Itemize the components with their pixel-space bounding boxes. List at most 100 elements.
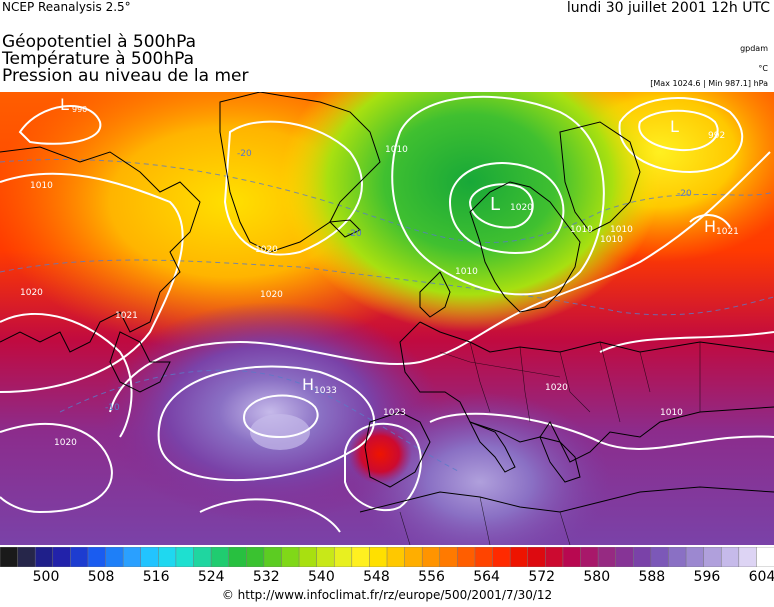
source-label: NCEP Reanalysis 2.5° xyxy=(2,0,131,14)
high-west-value: 1033 xyxy=(314,386,337,396)
scale-swatch xyxy=(0,547,19,567)
isotherms xyxy=(0,158,774,473)
scale-swatch xyxy=(122,547,142,567)
scale-swatch xyxy=(738,547,758,567)
scale-swatch xyxy=(34,547,54,567)
scale-swatch xyxy=(87,547,107,567)
scale-swatch xyxy=(650,547,670,567)
scale-swatch xyxy=(193,547,212,567)
scale-swatch xyxy=(140,547,160,567)
unit-gpdam: gpdam xyxy=(740,44,768,53)
unit-pressure-range: [Max 1024.6 | Min 987.1] hPa xyxy=(650,79,768,88)
scale-swatch xyxy=(474,547,494,567)
scale-swatch xyxy=(52,547,72,567)
scale-swatch xyxy=(668,547,687,567)
title-pressure: Pression au niveau de la mer xyxy=(2,66,249,86)
scale-tick-label: 588 xyxy=(638,569,666,585)
scale-swatch xyxy=(703,547,722,567)
scale-swatch xyxy=(105,547,124,567)
scale-swatch xyxy=(545,547,564,567)
svg-text:1020: 1020 xyxy=(260,290,283,300)
svg-text:1010: 1010 xyxy=(570,225,593,235)
scale-tick-label: 540 xyxy=(308,569,335,585)
svg-text:-20: -20 xyxy=(237,149,252,159)
scale-swatch xyxy=(439,547,459,567)
svg-text:-20: -20 xyxy=(347,229,362,239)
scale-swatch xyxy=(158,547,177,567)
scale-tick-label: 532 xyxy=(252,569,280,585)
scale-swatch xyxy=(421,547,441,567)
low-west-letter: L xyxy=(60,95,69,114)
pressure-systems: L 990 L 992 L H 1021 H 1033 xyxy=(60,95,739,396)
date-label: lundi 30 juillet 2001 12h UTC xyxy=(566,0,770,16)
svg-text:1020: 1020 xyxy=(255,245,278,255)
scale-swatch xyxy=(228,547,248,567)
scale-swatch xyxy=(615,547,635,567)
scale-tick-label: 564 xyxy=(473,569,500,585)
title-geopotential: Géopotentiel à 500hPa xyxy=(2,32,197,52)
scale-swatch xyxy=(263,547,283,567)
svg-text:1020: 1020 xyxy=(20,288,43,298)
scale-tick-label: 556 xyxy=(418,569,445,585)
scale-swatch xyxy=(386,547,406,567)
scale-swatch xyxy=(298,547,318,567)
scale-tick-label: 548 xyxy=(363,569,390,585)
scale-tick-label: 508 xyxy=(87,569,115,585)
scale-swatch xyxy=(720,547,740,567)
scale-tick-label: 604 xyxy=(748,569,774,585)
high-east-letter: H xyxy=(704,217,716,236)
scale-swatch xyxy=(210,547,230,567)
low-north-letter: L xyxy=(490,194,500,215)
unit-celsius: °C xyxy=(758,64,768,73)
weather-map: L 990 L 992 L H 1021 H 1033 1010 1020 10… xyxy=(0,92,774,545)
scale-swatch xyxy=(404,547,423,567)
isobar-labels: 1010 1020 1021 1010 1020 1010 1020 1023 … xyxy=(20,145,683,448)
scale-swatch xyxy=(351,547,371,567)
scale-swatch xyxy=(509,547,529,567)
scale-swatch xyxy=(685,547,705,567)
scale-swatch xyxy=(70,547,89,567)
svg-text:1010: 1010 xyxy=(385,145,408,155)
scale-swatch xyxy=(281,547,300,567)
scale-tick-label: 500 xyxy=(32,569,60,585)
scale-swatch xyxy=(175,547,195,567)
high-west-letter: H xyxy=(302,375,314,394)
svg-text:1023: 1023 xyxy=(383,408,406,418)
scale-tick-label: 516 xyxy=(142,569,170,585)
country-borders xyxy=(399,341,701,545)
svg-text:1010: 1010 xyxy=(30,181,53,191)
svg-text:1020: 1020 xyxy=(545,383,568,393)
scale-swatch xyxy=(580,547,599,567)
low-west-value: 990 xyxy=(72,105,87,114)
svg-text:1010: 1010 xyxy=(455,267,478,277)
isotherm-labels: -20 -20 -20 -10 xyxy=(105,149,692,413)
scale-swatch xyxy=(527,547,547,567)
coastlines xyxy=(0,92,774,513)
cut-off-low-iberia xyxy=(348,424,412,484)
svg-text:1010: 1010 xyxy=(610,225,633,235)
svg-text:1010: 1010 xyxy=(660,408,683,418)
low-east-value: 992 xyxy=(708,131,725,141)
scale-tick-label: 596 xyxy=(693,569,721,585)
high-east-value: 1021 xyxy=(716,227,739,237)
high-core xyxy=(250,414,310,450)
scale-swatch xyxy=(492,547,511,567)
svg-text:1020: 1020 xyxy=(510,203,533,213)
credit-url: © http://www.infoclimat.fr/rz/europe/500… xyxy=(221,588,553,602)
scale-swatch xyxy=(633,547,652,567)
scale-swatch xyxy=(17,547,36,567)
title-temperature: Température à 500hPa xyxy=(2,49,195,69)
low-east-letter: L xyxy=(670,117,679,136)
scale-swatch xyxy=(369,547,388,567)
svg-text:1010: 1010 xyxy=(600,235,623,245)
svg-text:1021: 1021 xyxy=(115,311,138,321)
scale-swatch xyxy=(333,547,353,567)
scale-swatch xyxy=(457,547,476,567)
scale-swatch xyxy=(316,547,335,567)
scale-tick-label: 524 xyxy=(197,569,225,585)
scale-swatch xyxy=(246,547,265,567)
scale-swatch xyxy=(562,547,582,567)
svg-text:-20: -20 xyxy=(677,189,692,199)
scale-tick-label: 580 xyxy=(583,569,611,585)
svg-text:1020: 1020 xyxy=(54,438,77,448)
